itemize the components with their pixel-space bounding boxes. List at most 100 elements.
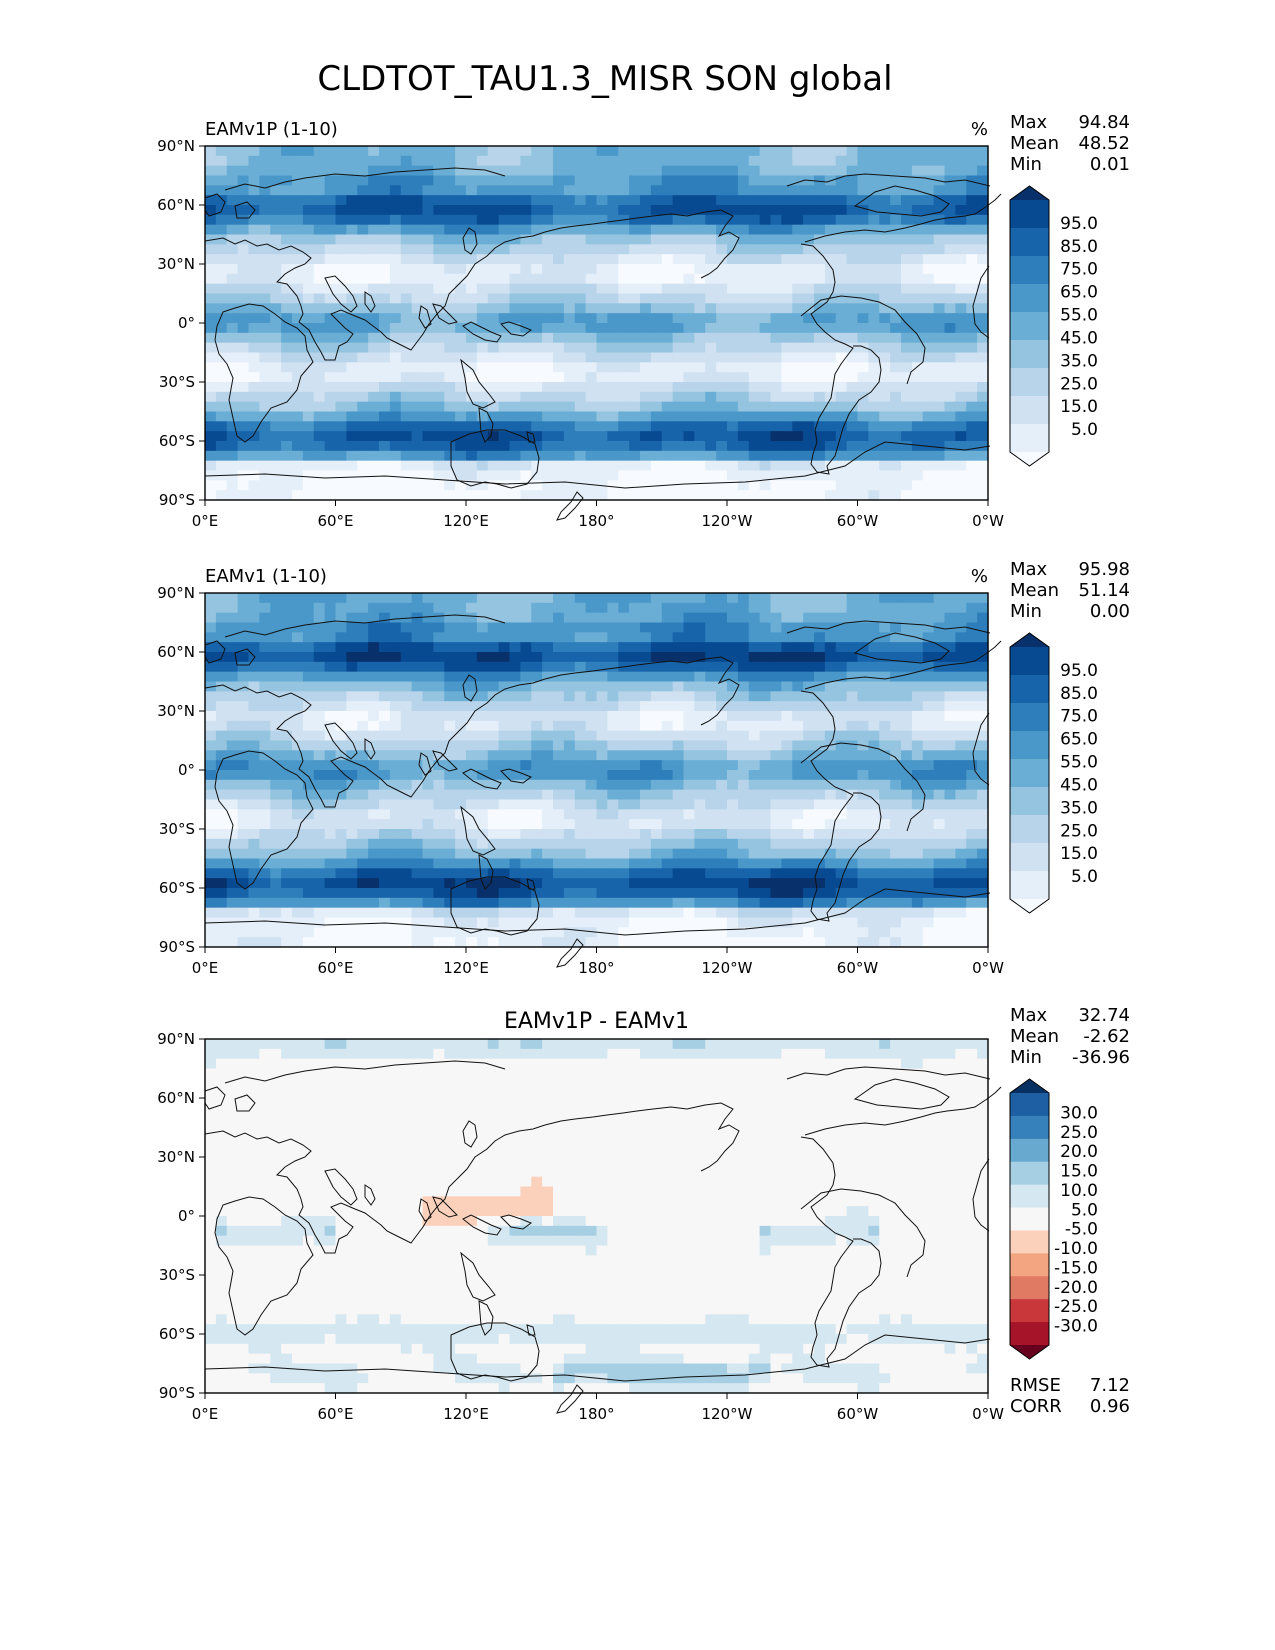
map-cell xyxy=(574,264,587,275)
map-cell xyxy=(737,175,750,186)
map-cell xyxy=(944,740,956,751)
map-cell xyxy=(857,342,869,354)
map-cell xyxy=(857,829,869,840)
map-cell xyxy=(737,789,750,801)
map-cell xyxy=(650,691,663,702)
map-cell xyxy=(237,313,250,324)
map-cell xyxy=(803,770,815,781)
map-cell xyxy=(770,264,782,275)
map-cell xyxy=(313,642,326,653)
map-cell xyxy=(618,254,630,265)
map-cell xyxy=(933,155,946,167)
map-cell xyxy=(248,701,260,712)
map-cell xyxy=(835,401,848,413)
map-cell xyxy=(737,293,750,304)
map-cell xyxy=(748,622,761,633)
map-cell xyxy=(672,612,685,624)
map-cell xyxy=(531,809,543,820)
map-cell xyxy=(281,460,293,472)
map-cell xyxy=(563,441,576,452)
map-cell xyxy=(585,264,598,275)
map-cell xyxy=(694,244,706,255)
map-cell xyxy=(879,632,891,643)
map-cell xyxy=(661,897,674,909)
map-cell xyxy=(661,460,674,472)
map-cell xyxy=(509,264,521,275)
map-cell xyxy=(585,224,598,236)
map-cell xyxy=(281,671,293,683)
map-cell xyxy=(814,711,826,722)
map-cell xyxy=(422,401,434,413)
map-cell xyxy=(640,146,652,157)
map-cell xyxy=(966,273,978,285)
map-cell xyxy=(379,730,391,742)
map-cell xyxy=(846,632,859,643)
map-cell xyxy=(542,214,554,226)
map-cell xyxy=(705,661,717,673)
map-cell xyxy=(400,273,413,285)
map-cell xyxy=(727,720,739,732)
map-cell xyxy=(302,691,315,702)
map-cell xyxy=(803,273,815,285)
panel-left-title: EAMv1P (1-10) xyxy=(205,119,338,140)
map-cell xyxy=(379,165,391,177)
map-cell xyxy=(846,332,859,344)
map-cell xyxy=(911,411,924,422)
map-cell xyxy=(694,224,706,236)
map-cell xyxy=(466,303,478,314)
map-cell xyxy=(727,303,739,314)
map-cell xyxy=(205,382,217,393)
map-cell xyxy=(509,244,521,255)
map-cell xyxy=(683,195,695,206)
map-cell xyxy=(324,460,337,472)
map-cell xyxy=(281,185,293,196)
map-cell xyxy=(585,819,598,830)
map-cell xyxy=(487,421,500,432)
map-cell xyxy=(444,323,456,334)
map-cell xyxy=(901,470,913,481)
map-cell xyxy=(498,195,511,206)
map-cell xyxy=(748,460,761,472)
map-cell xyxy=(596,701,608,712)
map-cell xyxy=(672,421,685,432)
map-cell xyxy=(846,214,859,226)
map-cell xyxy=(379,593,391,604)
map-cell xyxy=(542,273,554,285)
map-cell xyxy=(292,214,304,226)
map-cell xyxy=(324,352,337,363)
map-cell xyxy=(215,907,228,919)
map-cell xyxy=(868,593,880,604)
map-cell xyxy=(955,244,967,255)
map-cell xyxy=(922,382,935,393)
map-cell xyxy=(389,632,402,643)
map-cell xyxy=(770,460,782,472)
map-cell xyxy=(433,681,445,692)
map-cell xyxy=(205,273,217,285)
map-cell xyxy=(922,332,935,344)
map-cell xyxy=(835,490,848,501)
map-cell xyxy=(955,720,967,732)
map-cell xyxy=(542,907,554,919)
map-cell xyxy=(911,681,924,692)
map-cell xyxy=(694,701,706,712)
map-cell xyxy=(672,362,685,373)
map-cell xyxy=(520,264,532,275)
map-cell xyxy=(683,799,695,810)
map-cell xyxy=(248,612,260,624)
map-cell xyxy=(313,799,326,810)
map-cell xyxy=(585,303,598,314)
map-cell xyxy=(607,888,619,899)
map-cell xyxy=(814,323,826,334)
map-cell xyxy=(814,799,826,810)
map-cell xyxy=(792,490,804,501)
map-cell xyxy=(618,701,630,712)
map-cell xyxy=(444,431,456,442)
map-cell xyxy=(476,391,489,403)
map-cell xyxy=(748,165,761,177)
map-cell xyxy=(357,283,369,295)
map-cell xyxy=(661,819,674,830)
map-cell xyxy=(672,661,685,673)
map-cell xyxy=(618,819,630,830)
map-cell xyxy=(411,155,424,167)
map-cell xyxy=(226,838,239,850)
